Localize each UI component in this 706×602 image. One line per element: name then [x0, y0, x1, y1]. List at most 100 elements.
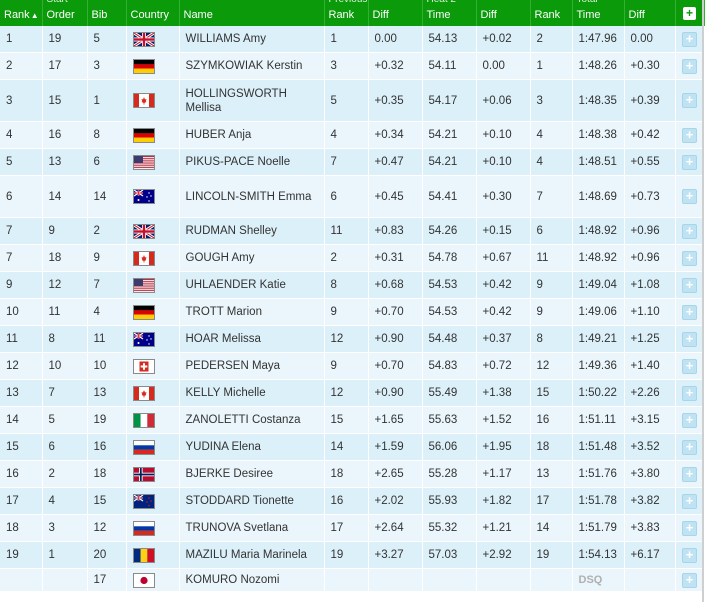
row-expand-button[interactable]: +: [682, 385, 697, 401]
table-row[interactable]: 6 14 14 LINCOLN-SMITH Emma 6 +0.45 54.41 +0.30 7…: [0, 175, 705, 218]
table-row[interactable]: 17 4 15 STODDARD Tionette 16 +2.02 55.93 +1.82 1…: [0, 487, 705, 515]
table-row[interactable]: 15 6 16 YUDINA Elena 14 +1.59 56.06 +1.95 18 1:51…: [0, 433, 705, 461]
column-header-heat-time[interactable]: Heat 2 Time: [422, 0, 477, 26]
table-row[interactable]: 18 3 12 TRUNOVA Svetlana 17 +2.64 55.32 +1.21 14…: [0, 514, 705, 542]
column-header-country[interactable]: Country: [126, 0, 180, 26]
add-column-button[interactable]: +: [675, 0, 705, 26]
row-expand-button[interactable]: +: [682, 358, 697, 374]
column-group-label: Start: [47, 0, 68, 5]
row-expand-button[interactable]: +: [682, 331, 697, 347]
column-header-start-order[interactable]: Start Order: [42, 0, 88, 26]
cell-prev-diff: [368, 568, 423, 592]
row-expand-button[interactable]: +: [682, 466, 697, 482]
prev-rank-value: 3: [330, 60, 337, 72]
cell-rank: 11: [0, 325, 43, 353]
scrollbar-edge[interactable]: [702, 0, 704, 602]
rank-value: 16: [6, 468, 19, 480]
prev-diff-value: +1.65: [374, 414, 404, 426]
start-order-value: 14: [48, 190, 62, 203]
row-expand-button[interactable]: +: [682, 58, 697, 74]
cell-country: [126, 460, 180, 488]
column-header-heat-diff[interactable]: Diff: [476, 0, 531, 26]
column-header-text: Diff: [480, 9, 497, 21]
total-time-value: 1:50.22: [578, 387, 617, 399]
column-header-total-time[interactable]: Total Time: [572, 0, 625, 26]
start-order-value: 3: [48, 522, 55, 534]
row-expand-button[interactable]: +: [682, 412, 697, 428]
cell-total-diff: +1.08: [624, 271, 676, 299]
table-row[interactable]: 13 7 13 KELLY Michelle 12 +0.90 55.49 +1.38 15 1:…: [0, 379, 705, 407]
cell-total-time: 1:51.79: [572, 514, 625, 542]
athlete-name: KOMURO Nozomi: [185, 574, 280, 586]
cell-start-order: 9: [42, 217, 88, 245]
cell-prev-diff: +0.45: [368, 175, 423, 218]
cell-total-time: 1:51.11: [572, 406, 625, 434]
column-header-total-diff[interactable]: Diff: [624, 0, 676, 26]
start-order-value: 17: [48, 60, 62, 72]
table-row[interactable]: 2 17 3 SZYMKOWIAK Kerstin 3 +0.32 54.11 0.00 1 1:…: [0, 52, 705, 80]
cell-heat-diff: +0.10: [476, 121, 531, 149]
table-row[interactable]: 9 12 7 UHLAENDER Katie 8 +0.68 54.53 +0.42 9 1:49…: [0, 271, 705, 299]
total-time-value: 1:54.13: [578, 549, 617, 561]
row-expand-button[interactable]: +: [682, 31, 697, 47]
cell-total-time: 1:48.51: [572, 148, 625, 176]
row-expand-button[interactable]: +: [682, 127, 697, 143]
row-expand-button[interactable]: +: [682, 493, 697, 509]
row-expand-cell: +: [675, 26, 705, 53]
cell-heat-diff: +1.21: [476, 514, 531, 542]
row-expand-button[interactable]: +: [682, 223, 697, 239]
table-row[interactable]: 12 10 10 PEDERSEN Maya 9 +0.70 54.83 +0.72 12 1:4…: [0, 352, 705, 380]
table-row[interactable]: 16 2 18 BJERKE Desiree 18 +2.65 55.28 +1.17 13 1:…: [0, 460, 705, 488]
column-header-rank[interactable]: Rank▲: [0, 0, 43, 26]
table-row[interactable]: 4 16 8 HUBER Anja 4 +0.34 54.21 +0.10 4 1:48.38 +0…: [0, 121, 705, 149]
column-header-text: Bib: [91, 9, 108, 21]
cell-country: [126, 514, 180, 542]
cell-heat-diff: +1.95: [476, 433, 531, 461]
row-expand-button[interactable]: +: [682, 154, 697, 170]
table-row[interactable]: 5 13 6 PIKUS-PACE Noelle 7 +0.47 54.21 +0.10 4 1:…: [0, 148, 705, 176]
row-expand-button[interactable]: +: [682, 277, 697, 293]
table-row[interactable]: 3 15 1 HOLLINGSWORTH Mellisa 5 +0.35 54.17 +0.0…: [0, 79, 705, 122]
heat-diff-value: +0.42: [482, 279, 512, 291]
row-expand-button[interactable]: +: [682, 93, 697, 108]
column-header-prev-rank[interactable]: Previous Rank: [324, 0, 369, 26]
table-row[interactable]: 17 KOMURO Nozomi DSQ +: [0, 568, 705, 592]
table-row[interactable]: 7 18 9 GOUGH Amy 2 +0.31 54.78 +0.67 11 1:48.92 +0…: [0, 244, 705, 272]
start-order-value: 15: [48, 94, 62, 107]
start-order-value: 18: [48, 252, 62, 264]
row-expand-button[interactable]: +: [682, 572, 697, 588]
cell-start-order: 4: [42, 487, 88, 515]
total-diff-value: 0.00: [630, 33, 653, 45]
row-expand-button[interactable]: +: [682, 520, 697, 536]
column-header-heat-rank[interactable]: Rank: [530, 0, 573, 26]
table-row[interactable]: 19 1 20 MAZILU Maria Marinela 19 +3.27 57.03 +2…: [0, 541, 705, 569]
cell-prev-diff: +3.27: [368, 541, 423, 569]
cell-total-diff: +2.26: [624, 379, 676, 407]
bib-value: 5: [93, 33, 100, 45]
cell-heat-time: 54.13: [422, 26, 477, 53]
heat-time-value: 54.21: [428, 156, 458, 168]
cell-bib: 20: [87, 541, 127, 569]
row-expand-button[interactable]: +: [682, 250, 697, 266]
row-expand-button[interactable]: +: [682, 439, 697, 455]
table-row[interactable]: 1 19 5 WILLIAMS Amy 1 0.00 54.13 +0.02 2 1:47.96 0…: [0, 26, 705, 53]
column-header-name[interactable]: Name: [179, 0, 325, 26]
heat-diff-value: +1.82: [482, 495, 512, 507]
cell-heat-diff: [476, 568, 531, 592]
table-row[interactable]: 11 8 11 HOAR Melissa 12 +0.90 54.48 +0.37 8 1:49.…: [0, 325, 705, 353]
table-row[interactable]: 14 5 19 ZANOLETTI Costanza 15 +1.65 55.63 +1.52…: [0, 406, 705, 434]
cell-rank: 4: [0, 121, 43, 149]
column-header-prev-diff[interactable]: Diff: [368, 0, 423, 26]
cell-bib: 12: [87, 514, 127, 542]
prev-diff-value: +0.83: [374, 225, 404, 237]
table-row[interactable]: 7 9 2 RUDMAN Shelley 11 +0.83 54.26 +0.15 6 1:48.…: [0, 217, 705, 245]
row-expand-button[interactable]: +: [682, 547, 697, 563]
row-expand-button[interactable]: +: [682, 189, 697, 204]
row-expand-button[interactable]: +: [682, 304, 697, 320]
column-header-bib[interactable]: Bib: [87, 0, 127, 26]
table-row[interactable]: 10 11 4 TROTT Marion 9 +0.70 54.53 +0.42 9 1:49.0…: [0, 298, 705, 326]
cell-prev-rank: 12: [324, 325, 369, 353]
heat-diff-value: +0.30: [482, 190, 512, 203]
cell-bib: 1: [87, 79, 127, 122]
heat-time-value: 54.78: [428, 252, 458, 264]
